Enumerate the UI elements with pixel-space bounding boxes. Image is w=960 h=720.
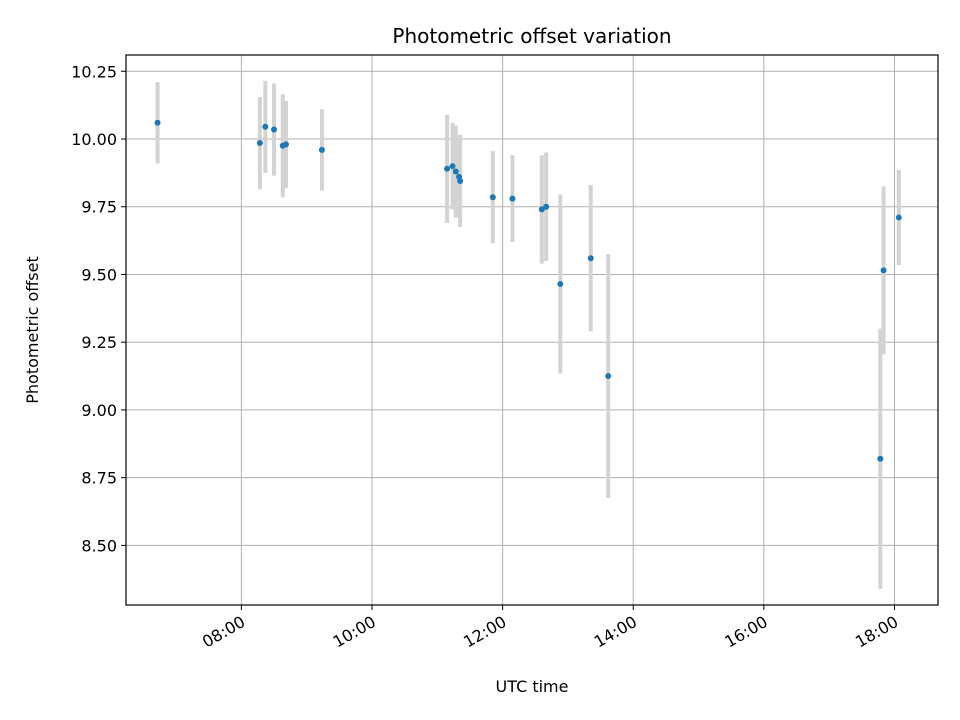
data-point (256, 140, 263, 147)
data-point (587, 255, 594, 262)
data-point (489, 194, 496, 201)
data-point (154, 119, 161, 126)
y-tick-label: 9.50 (81, 265, 117, 284)
y-tick-label: 9.75 (81, 198, 117, 217)
grid (126, 55, 938, 605)
plot-frame (125, 54, 939, 606)
y-tick-label: 9.00 (81, 401, 117, 420)
y-tick-label: 8.75 (81, 469, 117, 488)
data-point (557, 280, 564, 287)
data-point (449, 163, 456, 170)
y-tick-label: 10.25 (71, 62, 117, 81)
data-point (452, 168, 459, 175)
data-point (271, 126, 278, 133)
data-point (895, 214, 902, 221)
data-point (318, 146, 325, 153)
plot-area (126, 55, 938, 605)
y-axis-ticks: 8.50 8.75 9.00 9.25 9.50 9.75 10.00 10.25 (71, 62, 126, 555)
data-point (509, 195, 516, 202)
data-point (543, 203, 550, 210)
data-point (880, 267, 887, 274)
data-point (457, 177, 464, 184)
y-axis-label: Photometric offset (23, 256, 42, 404)
data-point (262, 123, 269, 130)
y-tick-label: 10.00 (71, 130, 117, 149)
x-axis-label: UTC time (496, 677, 569, 696)
chart-title: Photometric offset variation (392, 24, 671, 48)
y-tick-label: 9.25 (81, 333, 117, 352)
data-points (154, 119, 902, 462)
y-tick-label: 8.50 (81, 536, 117, 555)
data-point (877, 455, 884, 462)
data-point (605, 373, 612, 380)
data-point (283, 141, 290, 148)
data-point (538, 206, 545, 213)
data-point (444, 165, 451, 172)
